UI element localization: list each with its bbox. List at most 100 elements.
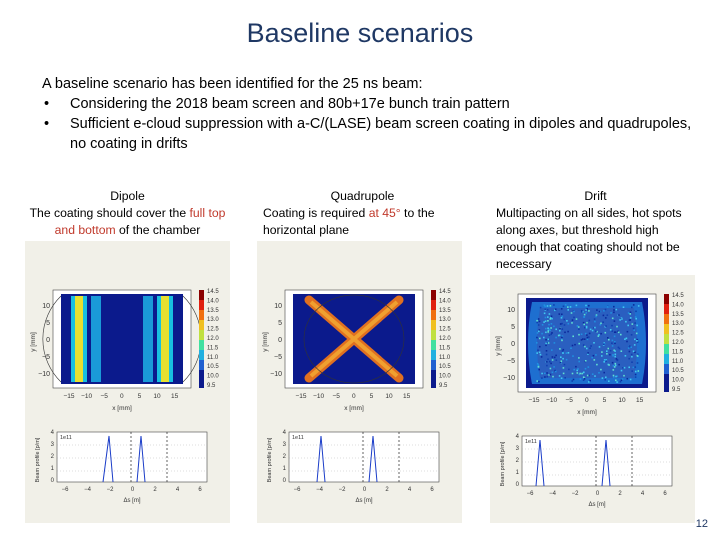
x-tick: −10 [546,397,557,404]
panel-caption: Quadrupole Coating is required at 45° to… [257,188,462,241]
panel-text: Multipacting on all sides, hot spots alo… [496,206,682,271]
quadrupole-heatmap: 14.5 14.0 13.5 13.0 12.5 12.0 11.5 11.0 10.5 10.0… [262,289,451,412]
colorbar-tick: 13.5 [439,308,451,314]
x-tick: 0 [120,393,124,400]
x-axis-label: x [mm] [577,409,597,416]
colorbar-tick: 14.5 [207,289,219,295]
profile-y-tick: 3 [283,442,287,448]
y-axis-label: y [mm] [30,332,37,352]
colorbar-tick: 12.5 [672,331,684,337]
x-tick: 10 [618,397,626,404]
colorbar-tick: 13.5 [207,308,219,314]
y-tick: −10 [503,375,515,382]
panel-highlight: at 45° [368,206,401,220]
x-axis-label: x [mm] [112,405,132,412]
y-tick: 10 [42,303,50,310]
y-axis-label: y [mm] [262,332,269,352]
profile-y-tick: 1 [51,466,55,472]
profile-y-tick: 2 [516,458,520,464]
colorbar-tick: 14.0 [672,302,684,308]
profile-y-tick: 1 [516,470,520,476]
stripe-left-core [75,296,83,382]
profile-x-label: Δs [m] [588,502,605,508]
profile-frame [288,431,440,483]
x-tick: −5 [100,393,108,400]
y-tick: −5 [42,354,50,361]
profile-y-tick: 4 [516,434,520,440]
panel-text: Coating is required [263,206,369,220]
panel-highlight: full top and bottom [54,206,226,237]
profile-x-tick: −2 [107,487,115,493]
x-tick: 10 [153,393,161,400]
profile-x-tick: −6 [527,491,535,497]
colorbar-tick: 10.0 [439,374,451,380]
bunch-profile [368,435,378,483]
profile-x-tick: 6 [198,487,202,493]
profile-x-tick: 4 [408,487,412,493]
drift-beam-profile: 1e11 4 3 2 1 0 −6 −4 −2 0 2 4 6 Δs [m] Beam profil… [500,434,673,508]
profile-x-tick: −6 [294,487,302,493]
bullet-text: Sufficient e-cloud suppression with a-C/… [70,116,692,152]
profile-y-tick: 4 [51,430,55,436]
bunch-profile [316,435,326,483]
diagonal-core [309,300,399,378]
profile-x-tick: 2 [385,487,389,493]
x-tick: 5 [138,393,142,400]
colorbar-tick: 13.5 [672,312,684,318]
colorbar-tick: 14.0 [439,298,451,304]
profile-x-tick: −2 [339,487,347,493]
colorbar-tick: 13.0 [439,317,451,323]
profile-x-tick: −4 [549,491,557,497]
profile-x-tick: 2 [618,491,622,497]
colorbar-tick: 9.5 [439,383,448,389]
panel-caption: Drift Multipacting on all sides, hot spo… [490,188,695,275]
colorbar-tick: 14.5 [439,289,451,295]
bunch-profile [136,435,146,483]
y-tick: 5 [278,320,282,327]
x-tick: 5 [370,393,374,400]
profile-x-tick: 0 [131,487,135,493]
colorbar-tick: 10.5 [672,368,684,374]
profile-y-label: Beam profile [p/m] [500,441,506,486]
bullet-glyph: • [44,116,50,132]
profile-x-tick: 4 [641,491,645,497]
profile-y-tick: 0 [516,482,520,488]
colorbar-tick: 13.0 [672,321,684,327]
bullet-glyph: • [44,96,50,112]
profile-y-tick: 2 [283,454,287,460]
colorbar-tick: 14.5 [672,293,684,299]
colorbar-tick: 11.5 [439,345,451,351]
chamber-outline [42,295,62,383]
x-axis-label: x [mm] [344,405,364,412]
x-tick: 15 [403,393,411,400]
drift-panel: Drift Multipacting on all sides, hot spo… [490,188,695,523]
profile-scale: 1e11 [292,435,304,441]
profile-x-tick: 0 [596,491,600,497]
y-tick: −5 [507,358,515,365]
profile-y-label: Beam profile [p/m] [35,437,41,482]
profile-x-tick: 4 [176,487,180,493]
profile-y-tick: 3 [516,446,520,452]
speckle-noise [536,304,640,383]
stripe-inner-right [143,296,153,382]
y-tick: 0 [511,341,515,348]
page-number: 12 [695,518,708,530]
colorbar [199,290,204,388]
y-tick: −10 [38,371,50,378]
bunch-profile [601,439,611,487]
y-tick: 5 [511,324,515,331]
profile-x-tick: 6 [430,487,434,493]
dipole-beam-profile: 1e11 4 3 2 1 0 −6 −4 −2 0 2 4 6 Δs [m] Beam profil… [35,430,208,504]
panel-caption: Dipole The coating should cover the full… [25,188,230,241]
slide-title: Baseline scenarios [246,18,474,48]
colorbar-tick: 11.0 [439,355,451,361]
x-tick: −15 [528,397,539,404]
colorbar-tick: 11.5 [207,345,219,351]
profile-y-tick: 0 [283,478,287,484]
colorbar-tick: 10.5 [439,364,451,370]
x-tick: 15 [171,393,179,400]
profile-frame [56,431,208,483]
profile-x-tick: −2 [572,491,580,497]
y-axis-label: y [mm] [495,336,502,356]
colorbar-tick: 14.0 [207,298,219,304]
